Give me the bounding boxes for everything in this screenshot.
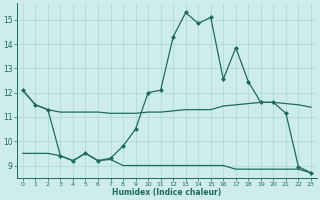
X-axis label: Humidex (Indice chaleur): Humidex (Indice chaleur) (112, 188, 221, 197)
